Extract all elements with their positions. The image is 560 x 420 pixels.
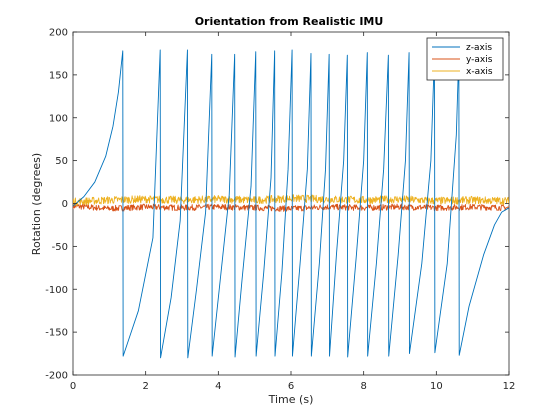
x-tick-label: 8 — [360, 381, 366, 392]
x-axis-label: Time (s) — [268, 393, 314, 406]
legend-label-x: x-axis — [466, 67, 493, 77]
y-tick-label: -50 — [52, 242, 68, 253]
x-tick-label: 0 — [70, 381, 76, 392]
x-tick-label: 6 — [288, 381, 294, 392]
y-axis-label: Rotation (degrees) — [30, 153, 43, 255]
x-tick-label: 10 — [430, 381, 443, 392]
legend-label-z: z-axis — [466, 43, 492, 53]
y-tick-label: 0 — [62, 199, 68, 210]
y-tick-label: 200 — [49, 28, 68, 39]
x-tick-label: 4 — [215, 381, 221, 392]
series-line-z-axis — [73, 49, 509, 359]
y-tick-label: 100 — [49, 113, 68, 124]
y-tick-label: -200 — [45, 371, 68, 382]
y-ticks: -200 -150 -100 -50 0 50 100 150 200 — [45, 28, 509, 382]
legend-label-y: y-axis — [466, 55, 493, 65]
y-tick-label: -150 — [45, 328, 68, 339]
x-tick-label: 2 — [142, 381, 148, 392]
y-tick-label: 50 — [55, 156, 68, 167]
series-line-y-axis — [73, 203, 509, 212]
y-tick-label: 150 — [49, 70, 68, 81]
x-ticks: 0 2 4 6 8 10 12 — [70, 32, 516, 392]
legend: z-axis y-axis x-axis — [426, 37, 504, 81]
series-line-x-axis — [73, 194, 509, 206]
series-layer — [73, 49, 509, 359]
plot-area: 0 2 4 6 8 10 12 -200 -150 -100 -50 0 50 100 150 200 — [45, 28, 515, 393]
chart-title: Orientation from Realistic IMU — [195, 15, 384, 28]
y-tick-label: -100 — [45, 285, 68, 296]
x-tick-label: 12 — [503, 381, 516, 392]
